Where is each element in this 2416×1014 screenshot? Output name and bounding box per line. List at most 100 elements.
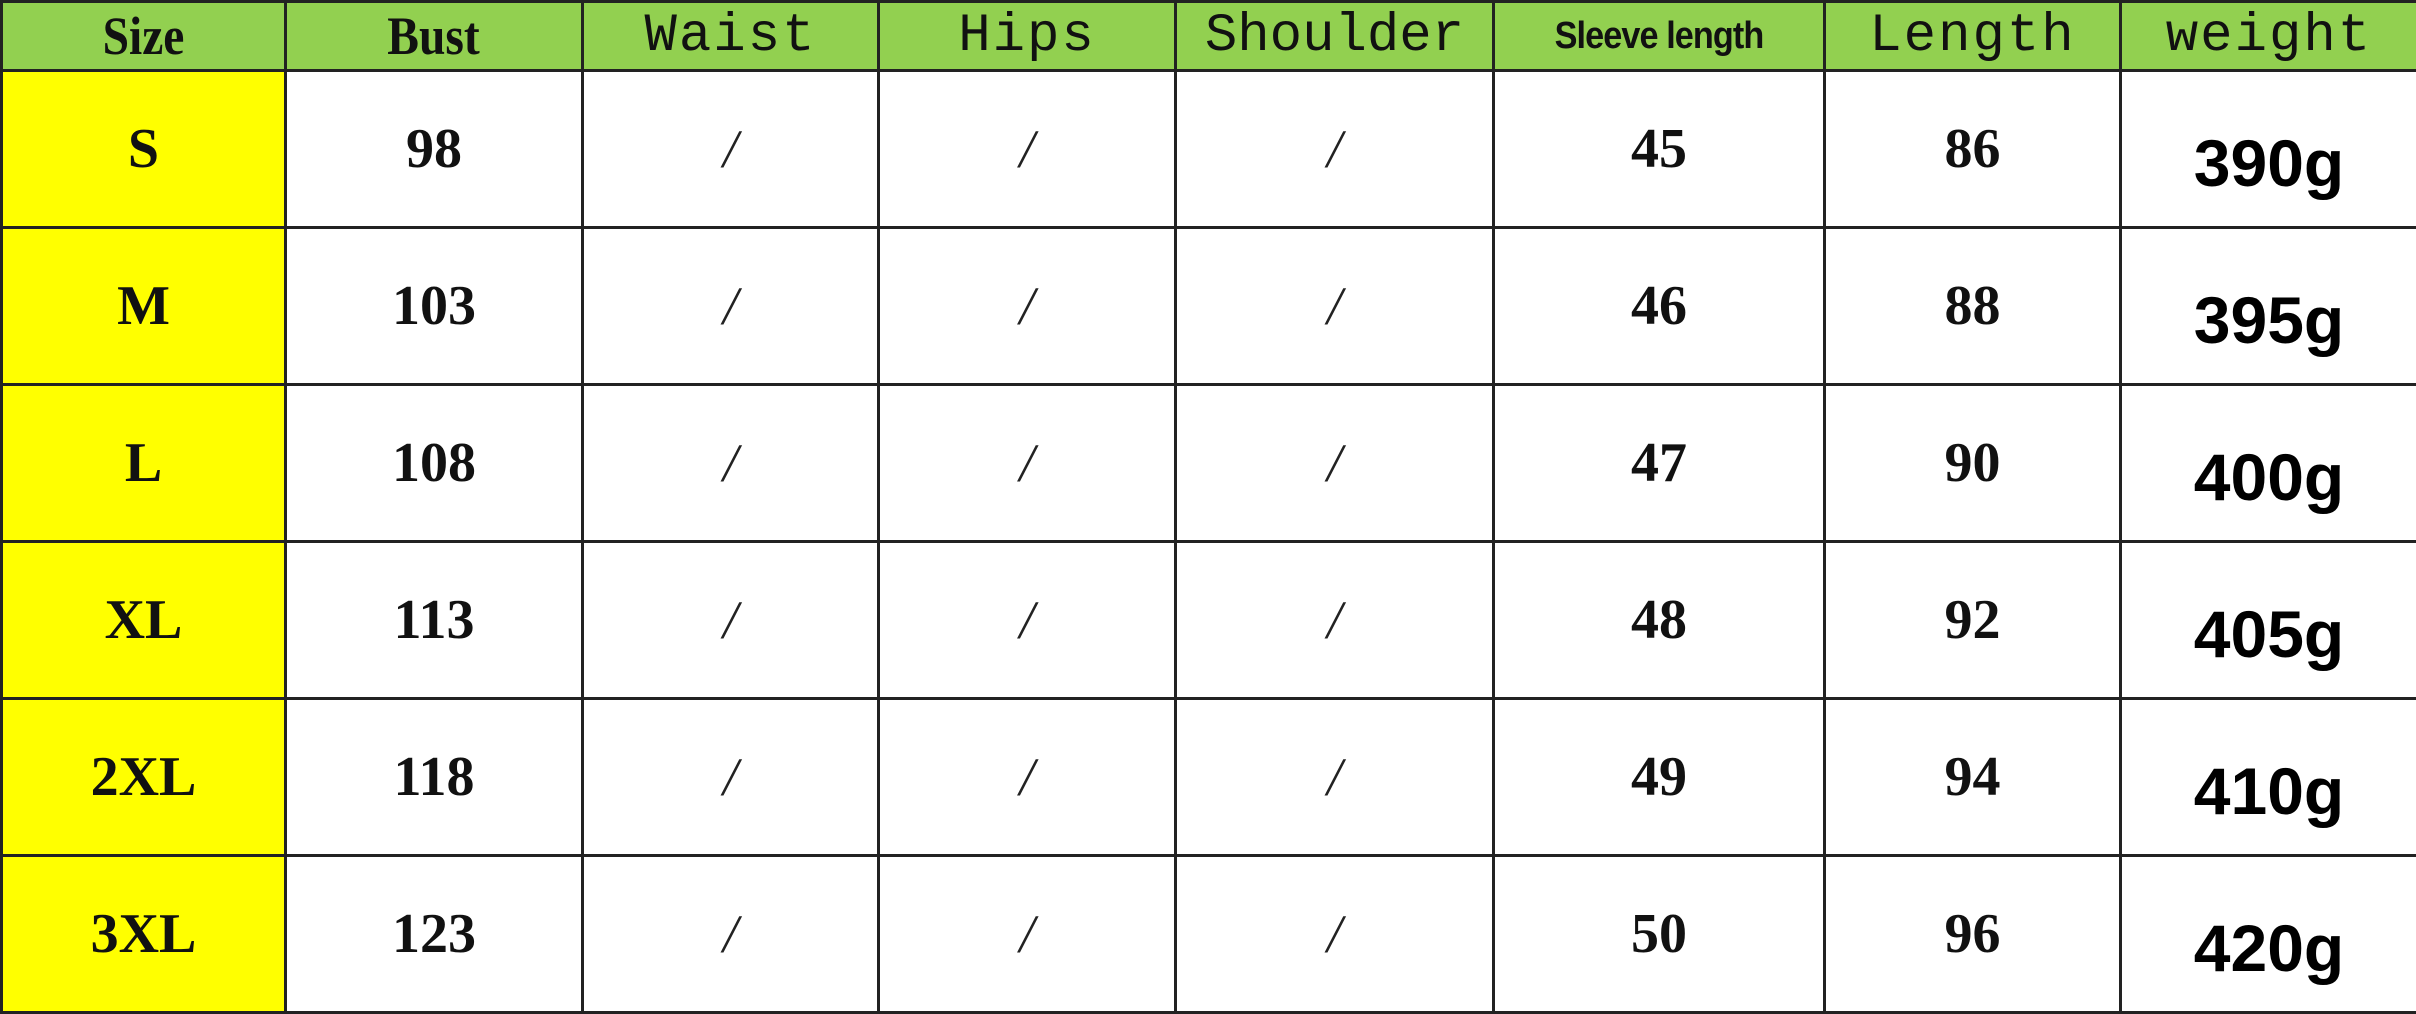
cell-value: / <box>723 904 738 964</box>
cell-weight: 390g <box>2121 71 2416 228</box>
cell-shoulder: / <box>1176 856 1494 1013</box>
cell-value: / <box>1327 904 1342 964</box>
cell-size: S <box>2 71 286 228</box>
cell-shoulder: / <box>1176 699 1494 856</box>
cell-value: 118 <box>394 746 475 808</box>
cell-sleeve-length: 45 <box>1494 71 1825 228</box>
cell-value: 50 <box>1631 903 1687 965</box>
cell-value: 395g <box>2194 283 2344 357</box>
cell-value: / <box>1019 904 1034 964</box>
cell-value: / <box>723 119 738 179</box>
cell-bust: 103 <box>286 228 583 385</box>
cell-value: 47 <box>1631 432 1687 494</box>
cell-length: 96 <box>1825 856 2121 1013</box>
header-label: Length <box>1869 6 2075 67</box>
header-label: Shoulder <box>1205 6 1464 67</box>
header-hips: Hips <box>879 2 1176 71</box>
cell-bust: 123 <box>286 856 583 1013</box>
cell-value: / <box>1019 433 1034 493</box>
cell-length: 88 <box>1825 228 2121 385</box>
cell-size: XL <box>2 542 286 699</box>
cell-waist: / <box>583 385 879 542</box>
cell-hips: / <box>879 542 1176 699</box>
header-weight: weight <box>2121 2 2416 71</box>
cell-weight: 420g <box>2121 856 2416 1013</box>
cell-value: 390g <box>2194 126 2344 200</box>
cell-weight: 410g <box>2121 699 2416 856</box>
header-shoulder: Shoulder <box>1176 2 1494 71</box>
cell-value: / <box>1019 747 1034 807</box>
cell-value: 90 <box>1945 432 2001 494</box>
cell-weight: 400g <box>2121 385 2416 542</box>
cell-sleeve-length: 46 <box>1494 228 1825 385</box>
cell-hips: / <box>879 385 1176 542</box>
cell-sleeve-length: 48 <box>1494 542 1825 699</box>
cell-value: 405g <box>2194 597 2344 671</box>
cell-size: 3XL <box>2 856 286 1013</box>
table-row: 3XL 123 / / / 50 96 420g <box>2 856 2416 1013</box>
table-row: XL 113 / / / 48 92 405g <box>2 542 2416 699</box>
cell-value: / <box>1019 276 1034 336</box>
cell-shoulder: / <box>1176 228 1494 385</box>
cell-value: 88 <box>1945 275 2001 337</box>
cell-value: 3XL <box>91 903 197 965</box>
cell-waist: / <box>583 71 879 228</box>
cell-waist: / <box>583 699 879 856</box>
cell-length: 90 <box>1825 385 2121 542</box>
cell-value: 420g <box>2194 911 2344 985</box>
cell-bust: 113 <box>286 542 583 699</box>
cell-value: 400g <box>2194 440 2344 514</box>
cell-value: / <box>1327 433 1342 493</box>
cell-value: 98 <box>406 118 462 180</box>
cell-hips: / <box>879 228 1176 385</box>
cell-value: / <box>1019 590 1034 650</box>
cell-value: 94 <box>1945 746 2001 808</box>
cell-size: L <box>2 385 286 542</box>
header-label: Hips <box>958 6 1096 67</box>
cell-value: / <box>723 590 738 650</box>
cell-value: 113 <box>394 589 475 651</box>
cell-value: L <box>125 432 162 494</box>
cell-value: 123 <box>392 903 476 965</box>
cell-weight: 405g <box>2121 542 2416 699</box>
cell-sleeve-length: 49 <box>1494 699 1825 856</box>
header-label: Waist <box>644 6 816 67</box>
header-sleeve-length: Sleeve length <box>1494 2 1825 71</box>
cell-waist: / <box>583 228 879 385</box>
cell-hips: / <box>879 856 1176 1013</box>
cell-value: / <box>1327 590 1342 650</box>
cell-bust: 98 <box>286 71 583 228</box>
cell-shoulder: / <box>1176 542 1494 699</box>
cell-value: / <box>1327 276 1342 336</box>
header-label: Size <box>103 5 185 67</box>
cell-value: / <box>1327 747 1342 807</box>
cell-value: 46 <box>1631 275 1687 337</box>
cell-value: / <box>1327 119 1342 179</box>
cell-value: / <box>723 433 738 493</box>
cell-bust: 118 <box>286 699 583 856</box>
header-waist: Waist <box>583 2 879 71</box>
cell-weight: 395g <box>2121 228 2416 385</box>
header-length: Length <box>1825 2 2121 71</box>
cell-value: S <box>128 118 159 180</box>
cell-hips: / <box>879 71 1176 228</box>
table-row: S 98 / / / 45 86 390g <box>2 71 2416 228</box>
cell-value: 48 <box>1631 589 1687 651</box>
cell-value: 103 <box>392 275 476 337</box>
header-row: Size Bust Waist Hips Shoulder Sleeve len… <box>2 2 2416 71</box>
cell-value: 49 <box>1631 746 1687 808</box>
cell-value: / <box>723 747 738 807</box>
cell-value: 45 <box>1631 118 1687 180</box>
cell-waist: / <box>583 542 879 699</box>
header-label: Sleeve length <box>1555 15 1764 58</box>
cell-sleeve-length: 47 <box>1494 385 1825 542</box>
cell-length: 86 <box>1825 71 2121 228</box>
cell-hips: / <box>879 699 1176 856</box>
cell-length: 92 <box>1825 542 2121 699</box>
header-bust: Bust <box>286 2 583 71</box>
cell-value: 92 <box>1945 589 2001 651</box>
